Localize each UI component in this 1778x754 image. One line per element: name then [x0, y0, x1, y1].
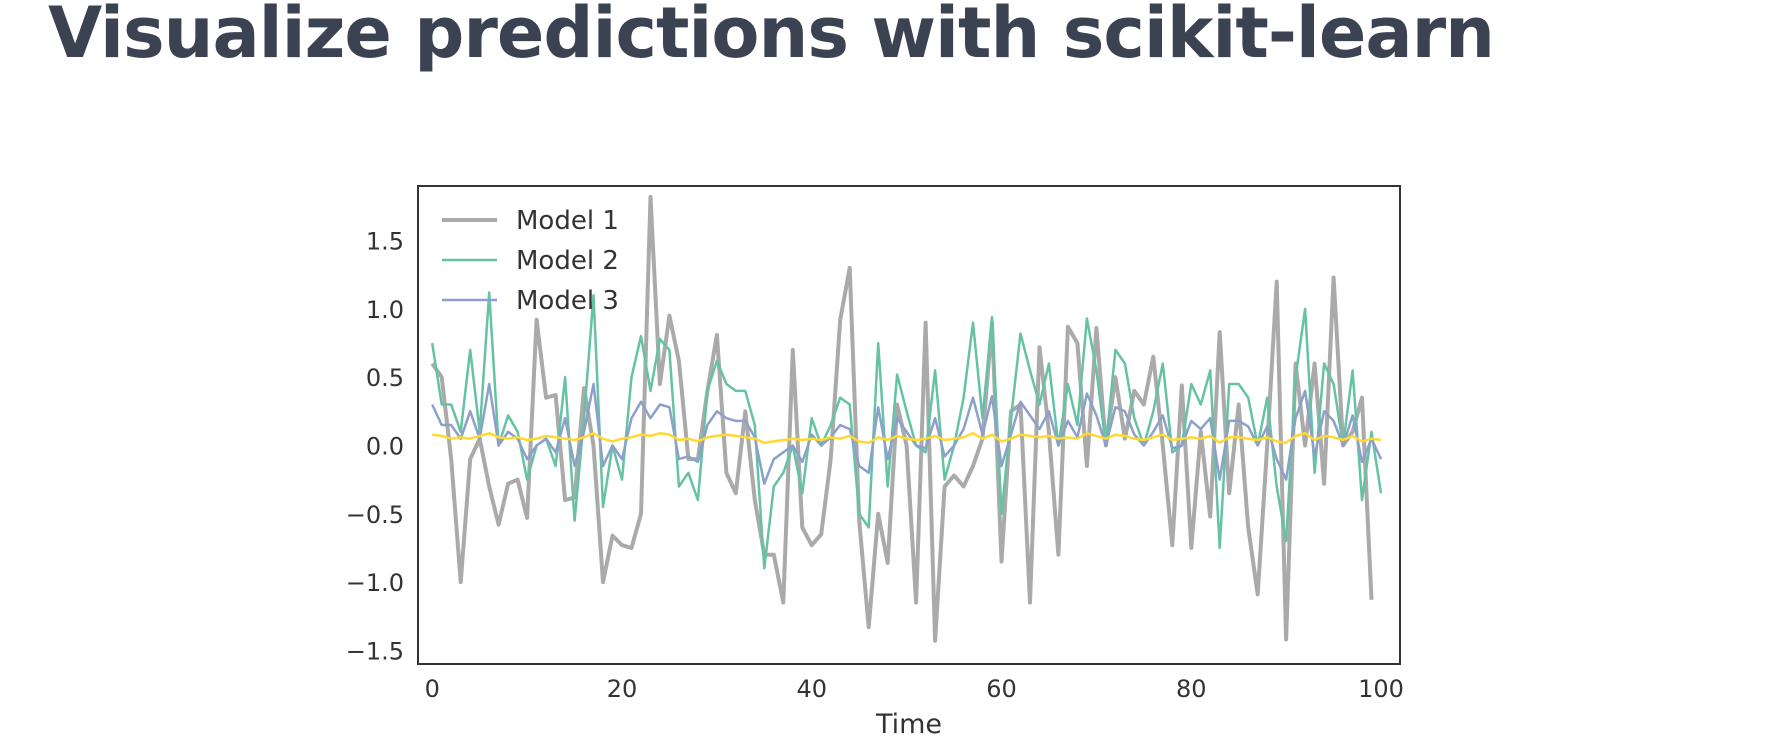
series-line-3: [431, 382, 1383, 485]
y-tick-label: 1.5: [366, 228, 404, 256]
x-tick-label: 40: [796, 675, 827, 703]
x-tick-label: 20: [607, 675, 638, 703]
y-tick-label: 1.0: [366, 296, 404, 324]
page-title: Visualize predictions with scikit-learn: [48, 0, 1495, 74]
x-tick-label: 80: [1176, 675, 1207, 703]
x-tick-label: 100: [1358, 675, 1404, 703]
x-axis-label: Time: [875, 709, 942, 740]
legend-label: Model 2: [516, 246, 619, 276]
legend-label: Model 3: [516, 286, 619, 316]
y-tick-label: −1.0: [346, 569, 404, 597]
y-tick-label: 0.5: [366, 364, 404, 392]
y-ticks: −1.5 −1.0 −0.5 0.0 0.5 1.0 1.5: [346, 228, 404, 666]
x-ticks: 0 20 40 60 80 100: [425, 675, 1404, 703]
plot-frame: [417, 185, 1401, 665]
series-line-4: [432, 431, 1382, 445]
x-tick-label: 0: [425, 675, 440, 703]
legend-label: Model 1: [516, 206, 619, 236]
series-line-2: [430, 291, 1383, 570]
x-tick-label: 60: [986, 675, 1017, 703]
y-tick-label: −0.5: [346, 501, 404, 529]
series-layer: [430, 194, 1383, 643]
y-tick-label: 0.0: [366, 432, 404, 460]
y-tick-label: −1.5: [346, 637, 404, 665]
legend: Model 1 Model 2 Model 3: [442, 206, 619, 316]
